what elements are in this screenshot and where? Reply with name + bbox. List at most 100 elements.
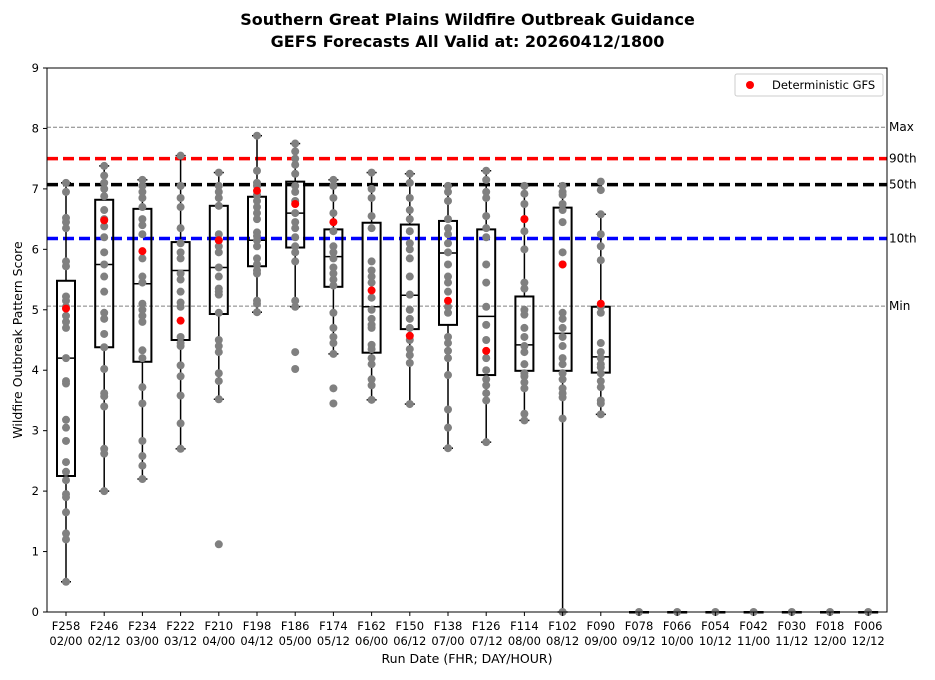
x-tick-label-fhr: F114 xyxy=(510,619,539,633)
member-point xyxy=(596,410,605,419)
y-axis: 0 1 2 3 4 5 6 7 8 9 xyxy=(32,61,47,619)
x-tick-label-day: 09/00 xyxy=(584,634,617,648)
member-point xyxy=(596,210,605,219)
member-point xyxy=(405,227,414,236)
x-tick-label-fhr: F198 xyxy=(243,619,272,633)
member-point xyxy=(100,314,109,323)
x-tick-label-fhr: F222 xyxy=(166,619,195,633)
member-point xyxy=(367,257,376,266)
x-tick-label-day: 11/00 xyxy=(737,634,770,648)
member-point xyxy=(558,248,567,257)
y-tick-label: 8 xyxy=(32,121,39,135)
y-tick-label: 3 xyxy=(32,424,39,438)
member-point xyxy=(62,311,70,320)
member-point xyxy=(444,308,452,317)
member-point xyxy=(596,377,605,386)
member-point xyxy=(558,342,567,351)
member-point xyxy=(367,375,376,384)
member-point xyxy=(138,278,147,287)
member-point xyxy=(138,399,147,408)
member-point xyxy=(62,323,70,332)
member-point xyxy=(405,245,414,254)
member-point xyxy=(405,305,414,314)
member-point xyxy=(214,168,223,177)
member-point xyxy=(62,317,70,326)
member-point xyxy=(558,354,567,363)
member-point xyxy=(558,181,567,190)
member-point xyxy=(596,348,605,357)
x-tick-label-fhr: F246 xyxy=(90,619,119,633)
member-point xyxy=(405,345,414,354)
x-tick-label-day: 12/00 xyxy=(813,634,846,648)
x-tick-label-day: 02/12 xyxy=(88,634,121,648)
member-point xyxy=(405,323,414,332)
y-tick-label: 6 xyxy=(32,242,39,256)
x-axis-label: Run Date (FHR; DAY/HOUR) xyxy=(382,651,553,666)
box-group xyxy=(247,134,267,313)
member-point xyxy=(367,184,376,193)
member-point xyxy=(100,192,109,201)
member-point xyxy=(100,487,109,496)
x-tick-label-day: 08/00 xyxy=(508,634,541,648)
member-point xyxy=(214,187,223,196)
member-point xyxy=(596,230,605,239)
member-point xyxy=(329,254,338,263)
member-point xyxy=(444,187,452,196)
member-point xyxy=(558,314,567,323)
member-point xyxy=(214,290,223,299)
member-point xyxy=(367,278,376,287)
member-point xyxy=(214,540,223,549)
member-point xyxy=(62,379,70,388)
member-point xyxy=(482,438,491,447)
member-point xyxy=(176,254,185,263)
member-point xyxy=(596,354,605,363)
member-point xyxy=(62,476,70,485)
member-point xyxy=(100,171,109,180)
x-tick-label-fhr: F186 xyxy=(281,619,310,633)
box-group xyxy=(94,165,115,492)
member-point xyxy=(520,348,529,357)
member-point xyxy=(520,310,529,319)
member-point xyxy=(367,168,376,177)
member-point xyxy=(596,383,605,392)
member-point xyxy=(444,444,452,453)
x-tick-label-fhr: F126 xyxy=(472,619,501,633)
x-tick-label-day: 04/00 xyxy=(202,634,235,648)
member-point xyxy=(329,275,338,284)
member-point xyxy=(558,393,567,402)
member-point xyxy=(405,400,414,409)
member-point xyxy=(482,396,491,405)
member-point xyxy=(482,375,491,384)
member-point xyxy=(520,323,529,332)
member-point xyxy=(444,423,452,432)
member-point xyxy=(291,302,300,311)
x-tick-label-day: 03/12 xyxy=(164,634,197,648)
member-point xyxy=(138,475,147,484)
member-point xyxy=(405,239,414,248)
member-point xyxy=(596,399,605,408)
member-point xyxy=(558,332,567,341)
member-point xyxy=(596,369,605,378)
member-point xyxy=(596,363,605,372)
member-point xyxy=(176,342,185,351)
member-point xyxy=(367,323,376,332)
member-point xyxy=(100,178,109,187)
member-point xyxy=(329,339,338,348)
member-point xyxy=(405,254,414,263)
member-point xyxy=(405,193,414,202)
member-point xyxy=(291,233,300,242)
member-point xyxy=(138,272,147,281)
member-point xyxy=(214,242,223,251)
member-point xyxy=(214,369,223,378)
member-point xyxy=(329,248,338,257)
member-point xyxy=(138,461,147,470)
member-point xyxy=(100,365,109,374)
member-point xyxy=(520,384,529,393)
x-tick-label-day: 04/12 xyxy=(240,634,273,648)
legend-box xyxy=(734,73,884,97)
member-point xyxy=(596,242,605,251)
member-point xyxy=(291,181,300,190)
member-point xyxy=(558,218,567,227)
legend-marker xyxy=(746,81,754,89)
reference-labels: Max 90th 50th 10th Min xyxy=(889,120,917,313)
